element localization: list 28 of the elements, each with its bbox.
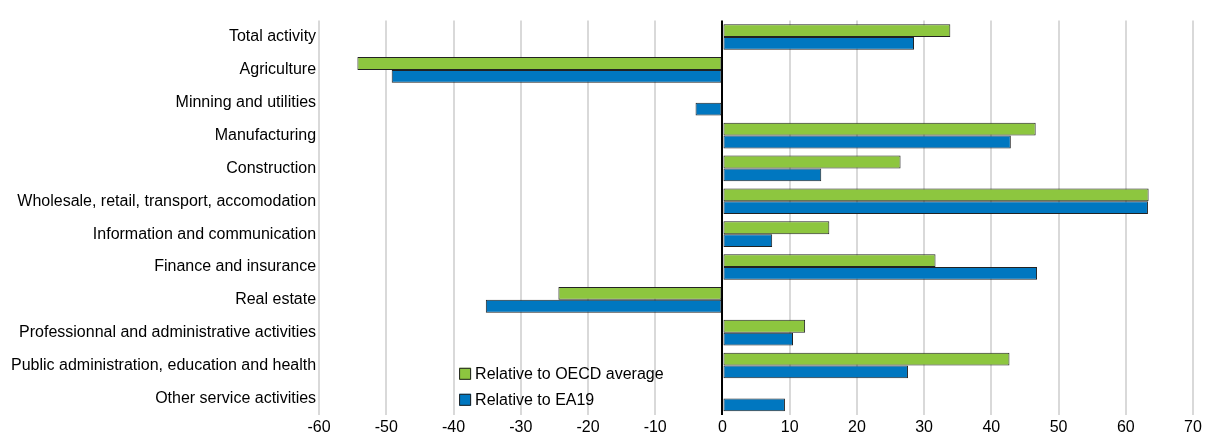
x-tick-label: -30 <box>509 417 533 435</box>
x-tick-label: -20 <box>576 417 600 435</box>
y-tick-label: Finance and insurance <box>154 257 317 275</box>
x-tick-label: 20 <box>847 417 866 435</box>
legend-label: Relative to EA19 <box>475 391 595 409</box>
y-tick-label: Wholesale, retail, transport, accomodation <box>17 191 317 209</box>
x-tick-label: 30 <box>915 417 934 435</box>
y-tick-label: Public administration, education and health <box>10 355 317 373</box>
x-tick-label: -60 <box>307 417 331 435</box>
x-tick-label: 40 <box>982 417 1001 435</box>
x-tick-label: 10 <box>780 417 799 435</box>
y-tick-label: Agriculture <box>239 60 317 78</box>
y-tick-label: Construction <box>226 158 317 176</box>
legend-label: Relative to OECD average <box>475 365 664 383</box>
y-tick-label: Other service activities <box>155 388 317 406</box>
x-tick-label: -10 <box>643 417 667 435</box>
y-tick-label: Information and communication <box>92 224 317 242</box>
y-tick-label: Minning and utilities <box>175 93 317 111</box>
y-tick-label: Professionnal and administrative activities <box>19 323 317 341</box>
x-tick-label: 60 <box>1116 417 1135 435</box>
x-tick-label: 70 <box>1184 417 1202 435</box>
x-tick-label: -50 <box>374 417 398 435</box>
y-tick-label: Real estate <box>235 290 317 308</box>
x-tick-label: 0 <box>717 417 727 435</box>
x-tick-label: 50 <box>1049 417 1068 435</box>
y-tick-label: Manufacturing <box>214 125 317 143</box>
x-tick-label: -40 <box>441 417 466 435</box>
y-tick-label: Total activity <box>228 27 317 45</box>
